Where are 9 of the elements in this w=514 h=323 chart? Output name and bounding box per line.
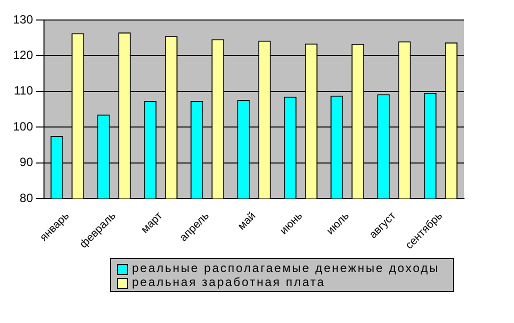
legend-label: реальная заработная плата [132, 275, 326, 289]
y-tick-label: 100 [12, 119, 34, 134]
y-tick-label: 90 [20, 155, 34, 170]
y-tick-label: 130 [12, 12, 34, 26]
legend-label: реальные располагаемые денежные доходы [132, 261, 440, 275]
x-tick-label: май [236, 210, 258, 232]
y-tick-label: 80 [20, 190, 34, 205]
y-tick-label: 110 [14, 84, 34, 98]
y-tick-label: 120 [12, 48, 34, 62]
